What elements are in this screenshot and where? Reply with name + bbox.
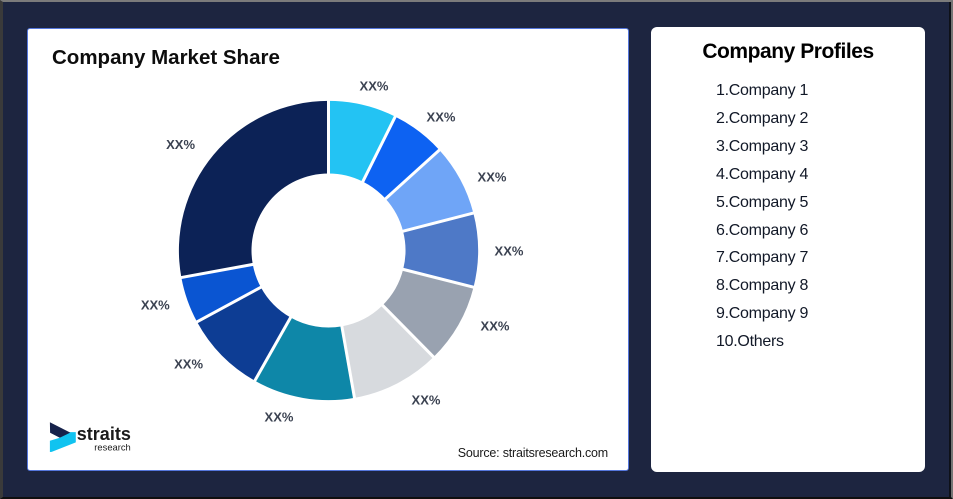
svg-text:research: research [94,442,130,453]
svg-text:XX%: XX% [495,244,524,259]
svg-text:XX%: XX% [427,110,456,125]
svg-text:XX%: XX% [360,79,389,94]
svg-text:XX%: XX% [166,137,195,152]
svg-text:XX%: XX% [141,297,170,312]
svg-text:straits: straits [77,424,131,444]
svg-text:XX%: XX% [478,170,507,185]
svg-text:XX%: XX% [481,319,510,334]
svg-text:XX%: XX% [412,393,441,408]
svg-text:XX%: XX% [174,356,203,371]
svg-text:XX%: XX% [265,410,294,425]
